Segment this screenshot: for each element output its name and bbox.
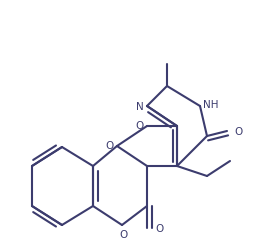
Text: O: O bbox=[119, 229, 127, 239]
Text: O: O bbox=[136, 120, 144, 131]
Text: O: O bbox=[155, 223, 163, 233]
Text: NH: NH bbox=[203, 100, 218, 110]
Text: N: N bbox=[136, 102, 144, 112]
Text: O: O bbox=[234, 127, 242, 137]
Text: O: O bbox=[106, 140, 114, 150]
